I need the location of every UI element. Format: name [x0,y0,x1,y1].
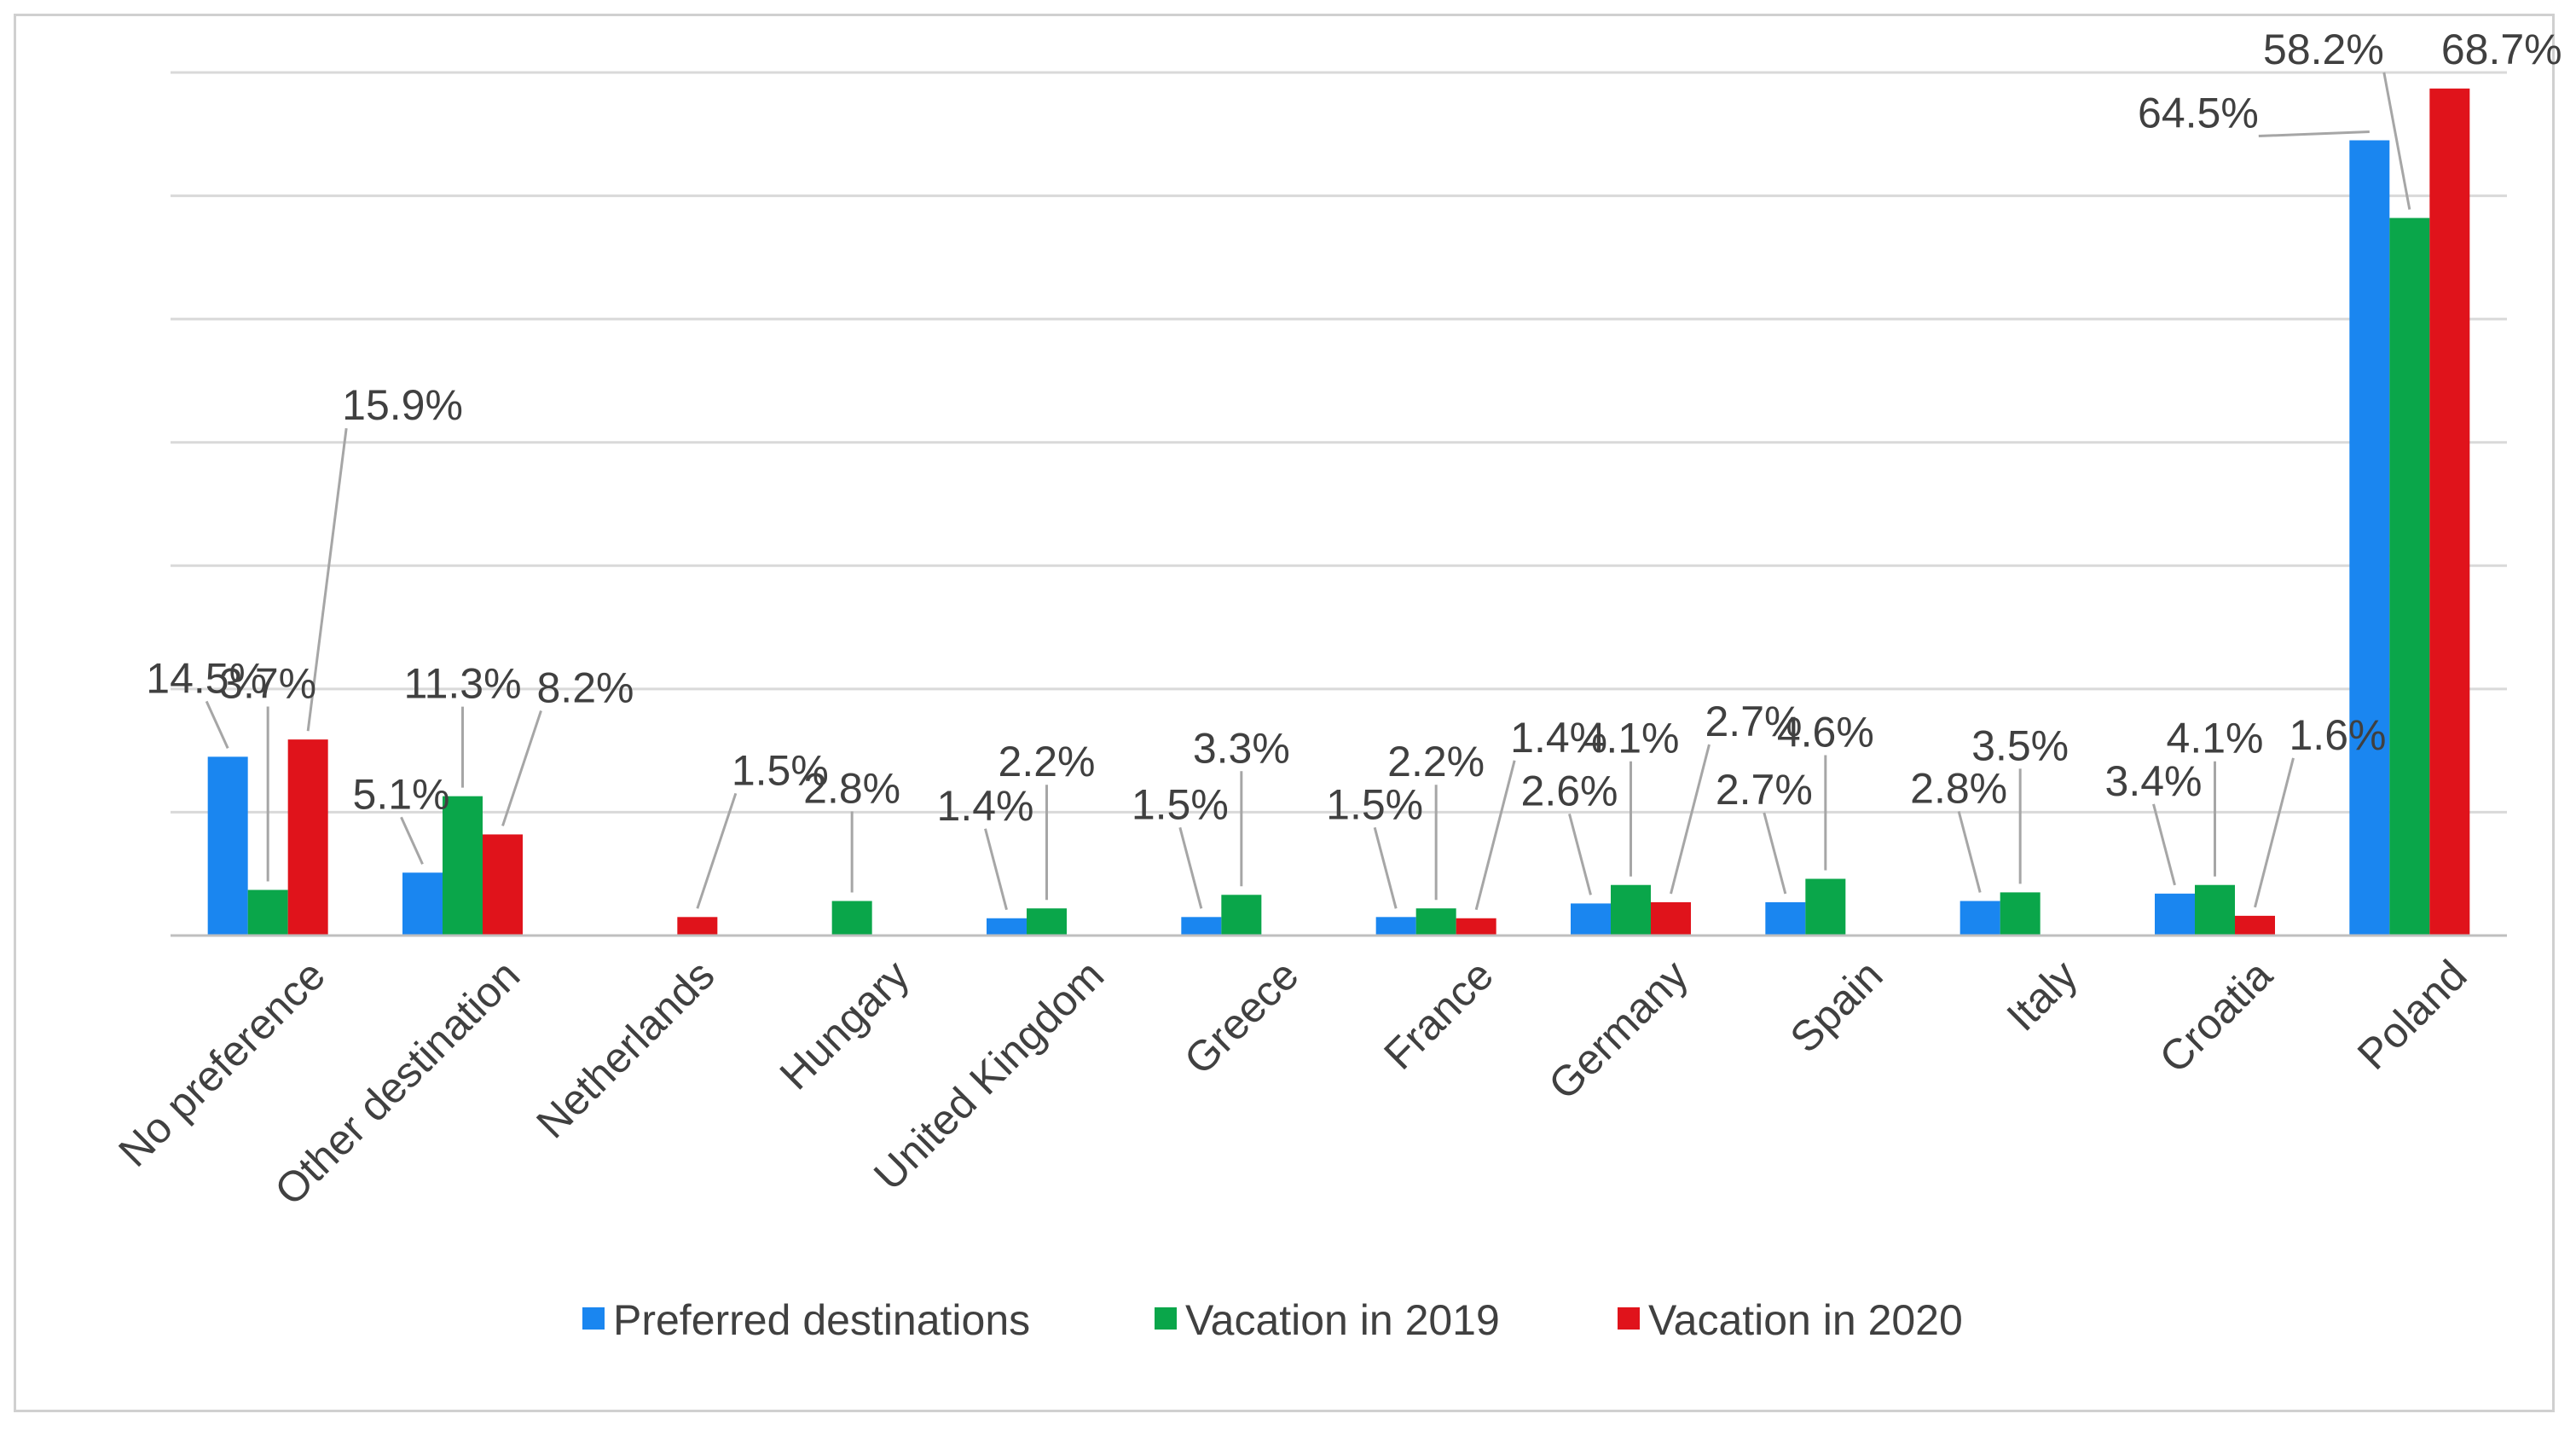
data-label: 2.2% [999,738,1096,785]
leader-line [2382,72,2411,210]
bar [443,796,483,936]
category-tick-label: Greece [1175,951,1308,1084]
bar [677,917,718,936]
leader-line [696,792,738,909]
bar [1571,903,1611,936]
leader-line [1763,812,1787,895]
bar [483,834,523,936]
data-label: 4.1% [1583,715,1680,762]
leader-line [984,828,1008,911]
bar [1765,901,1806,936]
leader-line [1568,814,1592,895]
bar [1181,917,1222,936]
chart-frame [14,14,2555,1412]
data-label: 4.6% [1777,708,1874,756]
legend-swatch [1618,1307,1640,1330]
category-tick-label: Spain [1781,951,1892,1062]
legend: Preferred destinations Vacation in 2019 Va… [582,1296,1963,1344]
bar [987,918,1027,936]
data-label: 3.3% [1193,724,1290,772]
data-label: 2.6% [1521,767,1618,814]
bar [2349,140,2390,936]
category-tick-label: Poland [2348,951,2476,1079]
data-label: 2.2% [1387,738,1485,785]
data-label: 2.8% [1910,765,2007,813]
leader-line [1957,811,1982,893]
bar [2195,884,2235,936]
leader-line [2258,130,2370,138]
data-label: 68.7% [2441,26,2562,73]
data-label: 1.5% [732,746,829,794]
leader-line [2254,757,2295,908]
bar [1027,908,1067,936]
bar [831,901,872,936]
bar [1959,901,2000,936]
data-label: 3.4% [2105,757,2203,805]
leader-line [1474,760,1516,911]
data-label: 2.7% [1705,698,1803,745]
bars [207,88,2470,936]
data-label: 1.4% [937,782,1034,830]
leader-line [205,700,229,749]
data-label: 1.6% [2289,711,2387,759]
bar [2155,893,2195,936]
data-label: 5.1% [353,770,450,818]
leader-line [1178,826,1203,909]
bar [2429,88,2470,936]
bar [402,872,443,936]
data-label: 11.3% [403,660,521,708]
legend-label: Preferred destinations [613,1296,1030,1344]
bar [1805,878,1846,936]
leader-line [2152,803,2176,886]
leader-line [1373,826,1398,909]
data-labels: 14.5% 5.1% 1.4% 1.5% 1.5% 2.6% 2.7% 2.8% 3.4% 64.… [146,26,2562,830]
data-label: 4.1% [2167,715,2264,762]
data-label: 1.5% [1326,780,1423,828]
bar [287,739,328,936]
bar [2000,892,2041,936]
bar [247,889,288,936]
leader-line [306,427,348,732]
leader-line [501,710,542,826]
data-label: 64.5% [2138,90,2259,137]
data-label: 14.5% [146,654,267,702]
data-label: 3.5% [1971,721,2069,769]
category-tick-label: Italy [1998,951,2087,1040]
category-tick-label: Netherlands [527,951,723,1147]
legend-swatch [1155,1307,1177,1330]
bar [1221,895,1262,936]
data-label: 15.9% [342,381,463,429]
category-tick-label: No preference [109,951,334,1176]
category-tick-label: France [1375,951,1502,1079]
leader-line [1670,744,1711,895]
category-tick-label: Germany [1539,951,1697,1109]
legend-swatch [582,1307,605,1330]
bar [1456,918,1496,936]
data-label: 2.8% [803,765,900,813]
data-label: 3.7% [219,660,316,708]
data-label: 2.7% [1716,766,1813,814]
legend-label: Vacation in 2019 [1185,1296,1500,1344]
label-leader-lines [205,72,2411,911]
bar [207,756,248,936]
leader-line [400,816,424,865]
bar [1415,908,1456,936]
bar [2235,915,2275,936]
category-tick-label: Croatia [2151,951,2282,1082]
data-label: 58.2% [2263,26,2384,73]
category-tick-label: Hungary [771,951,918,1098]
bar [2389,217,2430,936]
data-label: 1.4% [1510,714,1607,762]
bar [1611,884,1651,936]
bar [1375,917,1416,936]
data-label: 8.2% [537,663,634,711]
bar [1651,901,1691,936]
legend-label: Vacation in 2020 [1648,1296,1963,1344]
data-label: 1.5% [1132,780,1229,828]
gridlines [171,71,2507,814]
